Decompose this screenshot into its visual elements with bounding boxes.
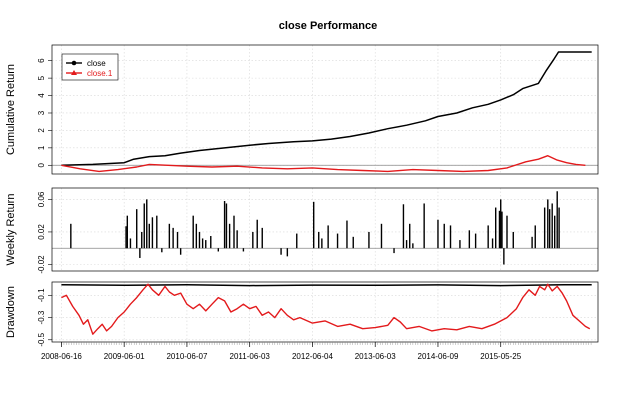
y-tick-label: 0	[37, 163, 46, 168]
x-tick-label: 2015-05-25	[480, 352, 521, 361]
panel-weekly: -0.02 0.02 0.06 Weekly Return	[5, 187, 599, 274]
legend-label: close.1	[87, 69, 113, 78]
series-line-close	[61, 51, 592, 167]
x-tick-label: 2008-06-16	[41, 352, 82, 361]
y-tick-label: 0.06	[37, 191, 46, 207]
x-tick-label: 2014-06-09	[418, 352, 459, 361]
panel-cumulative: 0 1 2 3 4 5 6 Cumulative Return	[5, 44, 599, 175]
y-tick-label: 6	[37, 58, 46, 63]
x-axis: 2008-06-16 2009-06-01 2010-06-07 2011-06-03…	[41, 342, 592, 361]
y-axis-label: Cumulative Return	[5, 64, 17, 155]
y-axis-label: Weekly Return	[5, 194, 17, 266]
y-tick-label: -0.1	[37, 288, 46, 302]
panel-frame	[51, 281, 599, 343]
series-line-close-1	[61, 155, 586, 173]
panel-frame	[51, 44, 599, 175]
series-line-close-1	[61, 283, 591, 335]
y-tick-label: -0.02	[37, 255, 46, 274]
y-axis-label: Drawdown	[5, 286, 17, 338]
legend-marker-triangle	[71, 70, 77, 75]
legend-box	[61, 53, 119, 81]
x-tick-label: 2011-06-03	[230, 352, 271, 361]
y-tick-label: 0.02	[37, 224, 46, 240]
x-tick-label: 2010-06-07	[166, 352, 207, 361]
y-tick-label: 3	[37, 110, 46, 115]
x-tick-label: 2013-06-03	[355, 352, 396, 361]
y-tick-label: -0.5	[37, 332, 46, 346]
y-tick-label: 2	[37, 128, 46, 133]
x-tick-label: 2012-06-04	[292, 352, 333, 361]
chart-title: close Performance	[279, 20, 377, 32]
y-tick-label: 5	[37, 75, 46, 80]
legend-marker-circle	[71, 60, 77, 66]
legend-label: close	[87, 59, 106, 68]
panel-drawdown: -0.5 -0.3 -0.1 Drawdown	[5, 281, 599, 347]
panels: 0 1 2 3 4 5 6 Cumulative Return -0.02 0.02 0.06 Wee…	[5, 44, 599, 347]
y-tick-label: -0.3	[37, 310, 46, 324]
y-tick-label: 1	[37, 145, 46, 150]
y-tick-label: 4	[37, 93, 46, 98]
series-line-close	[61, 283, 592, 287]
x-tick-label: 2009-06-01	[104, 352, 145, 361]
panel-frame	[51, 187, 599, 272]
